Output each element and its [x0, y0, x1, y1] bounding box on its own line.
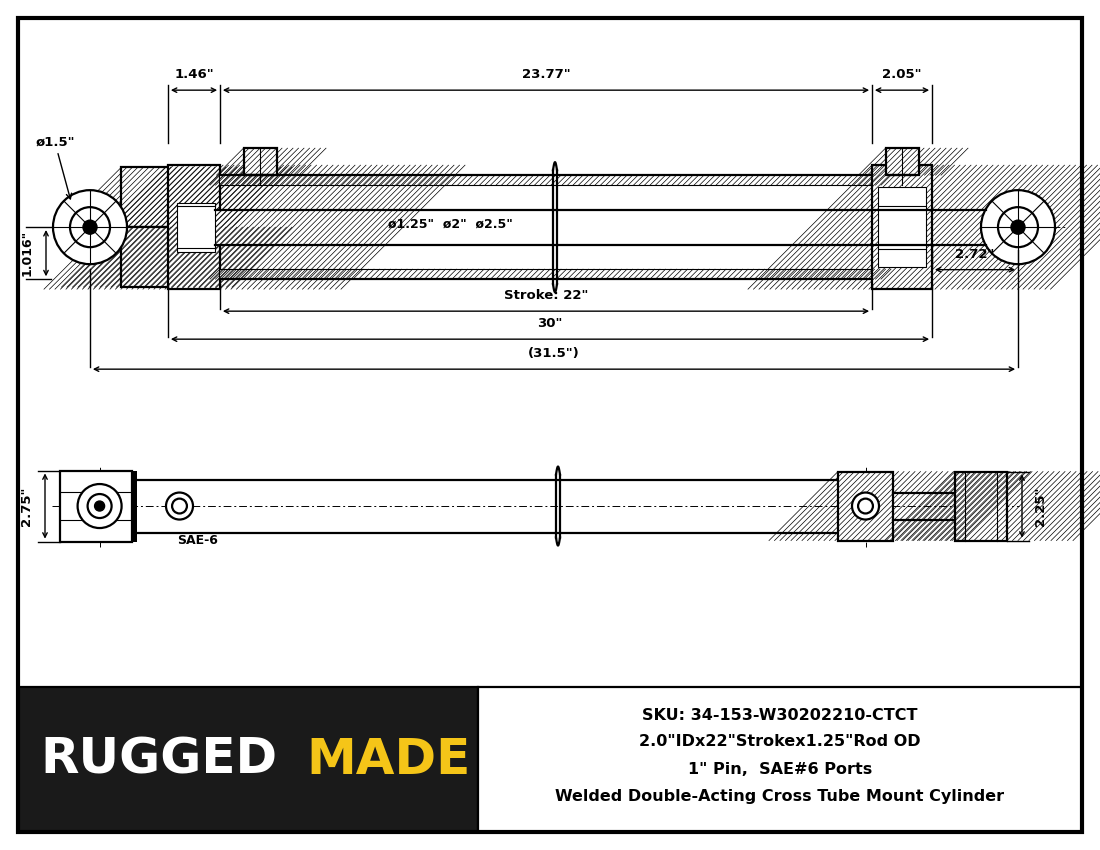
Bar — [121, 227, 176, 287]
Text: RUGGED: RUGGED — [40, 735, 277, 784]
Bar — [132, 471, 138, 541]
Text: SKU: 34-153-W30202210-CTCT: SKU: 34-153-W30202210-CTCT — [642, 707, 917, 722]
Bar — [177, 202, 214, 252]
Text: MADE: MADE — [306, 735, 471, 784]
Bar — [220, 269, 872, 279]
Bar — [886, 148, 918, 175]
Circle shape — [78, 484, 122, 528]
Bar — [243, 148, 276, 175]
Bar — [478, 687, 1082, 832]
Text: SAE-6: SAE-6 — [177, 534, 219, 547]
Text: ø1.25"  ø2"  ø2.5": ø1.25" ø2" ø2.5" — [387, 218, 513, 230]
Circle shape — [998, 207, 1038, 247]
Bar — [220, 185, 872, 269]
Bar — [243, 148, 276, 175]
Text: (31.5"): (31.5") — [528, 347, 580, 360]
Bar — [886, 148, 918, 175]
Circle shape — [852, 492, 879, 519]
Text: ø1.5": ø1.5" — [35, 135, 75, 199]
Bar — [121, 167, 176, 227]
Circle shape — [1011, 220, 1025, 234]
Bar — [878, 187, 926, 267]
Text: 2.0"IDx22"Strokex1.25"Rod OD: 2.0"IDx22"Strokex1.25"Rod OD — [639, 734, 921, 750]
Bar — [220, 175, 872, 185]
Circle shape — [88, 494, 111, 518]
Bar — [955, 472, 1006, 541]
Text: 2.75": 2.75" — [20, 486, 33, 526]
Bar — [168, 165, 220, 289]
Bar — [955, 472, 1006, 541]
Text: 2.25": 2.25" — [1034, 486, 1047, 526]
Text: Stroke: 22": Stroke: 22" — [504, 289, 588, 302]
Bar — [121, 167, 176, 227]
Circle shape — [981, 190, 1055, 264]
Bar — [220, 175, 872, 185]
Bar — [838, 472, 893, 541]
Circle shape — [172, 499, 187, 513]
Bar — [872, 165, 932, 289]
Text: 23.77": 23.77" — [521, 68, 570, 81]
Text: 1" Pin,  SAE#6 Ports: 1" Pin, SAE#6 Ports — [688, 762, 872, 777]
Circle shape — [53, 190, 126, 264]
Text: 1.46": 1.46" — [174, 68, 213, 81]
Bar — [138, 479, 838, 533]
Circle shape — [70, 207, 110, 247]
Circle shape — [858, 499, 873, 513]
Text: Welded Double-Acting Cross Tube Mount Cylinder: Welded Double-Acting Cross Tube Mount Cy… — [556, 789, 1004, 803]
Text: 2.72": 2.72" — [955, 247, 994, 261]
Text: 2.05": 2.05" — [882, 68, 922, 81]
Bar — [168, 165, 220, 289]
Bar — [60, 471, 132, 541]
Bar — [872, 165, 932, 289]
Bar — [220, 269, 872, 279]
Circle shape — [166, 492, 192, 519]
Text: 30": 30" — [537, 317, 563, 330]
Circle shape — [82, 220, 97, 234]
Bar — [121, 227, 176, 287]
Text: 1.016": 1.016" — [21, 230, 34, 276]
Circle shape — [95, 501, 104, 511]
Bar — [18, 687, 478, 832]
Bar — [214, 210, 986, 245]
Bar — [838, 472, 893, 541]
